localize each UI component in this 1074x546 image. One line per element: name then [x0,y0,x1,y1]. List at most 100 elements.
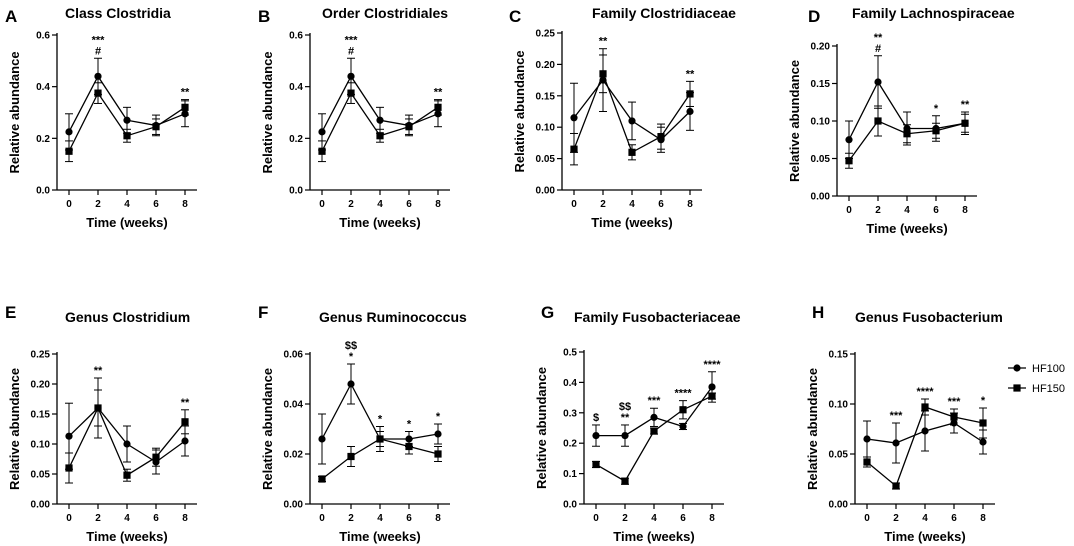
y-tick-label: 0.25 [536,29,556,40]
point-hf150 [599,70,607,78]
y-tick-label: 0.00 [536,186,556,197]
x-axis-title: Time (weeks) [339,529,420,544]
point-hf100 [318,128,326,136]
y-tick-label: 0.05 [811,154,831,165]
legend: HF100 HF150 [1008,363,1065,395]
point-hf150 [679,406,687,414]
x-tick-label: 6 [951,513,957,524]
y-tick-label: 0.00 [811,192,831,203]
significance-marker: ** [961,99,970,111]
panel-a: A Class Clostridia 0.0 0.2 0.4 0.6 0 2 4 6 8 Time (… [5,5,197,230]
point-hf100 [123,116,131,124]
panel-title: Class Clostridia [65,5,171,21]
panel-f: F Genus Ruminococcus 0.00 0.02 0.04 0.06 0 2 4 6 8… [258,303,467,544]
significance-marker: **** [674,388,692,400]
point-hf150 [932,127,940,135]
significance-marker: * [349,351,354,363]
x-tick-label: 2 [348,513,354,524]
significance-marker: $ [593,412,599,424]
panel-title: Family Lachnospiraceae [852,5,1015,21]
y-tick-label: 0.6 [36,31,50,42]
x-tick-label: 4 [124,513,130,524]
significance-marker: ** [686,68,695,80]
point-hf100 [65,128,73,136]
panel-g: G Family Fusobacteriaceae 0.0 0.1 0.2 0.3 0.4 0… [534,303,741,544]
point-hf150 [979,419,987,427]
x-tick-label: 6 [933,205,939,216]
x-tick-label: 6 [406,513,412,524]
panel-letter: E [5,303,16,322]
x-tick-label: 6 [153,513,159,524]
y-tick-label: 0.15 [536,91,556,102]
point-hf100 [679,422,687,431]
point-hf150 [961,119,969,127]
significance-marker: * [436,411,441,423]
x-tick-label: 8 [962,205,968,216]
significance-marker: * [934,103,939,115]
x-tick-label: 4 [377,199,383,210]
y-tick-label: 0.0 [563,500,577,511]
x-tick-label: 0 [319,199,325,210]
y-tick-label: 0.0 [289,186,303,197]
point-hf150 [152,123,160,131]
significance-marker: * [378,414,383,426]
point-hf150 [347,452,355,461]
point-hf150 [570,145,578,153]
x-tick-label: 8 [980,513,986,524]
x-tick-label: 6 [658,199,664,210]
point-hf100 [376,116,384,124]
point-hf150 [152,453,160,461]
point-hf150 [123,471,131,479]
point-hf100 [123,440,131,448]
point-hf150 [650,427,658,435]
x-tick-label: 0 [319,513,325,524]
x-tick-label: 2 [600,199,606,210]
panel-letter: G [541,303,554,322]
legend-marker-circle [1013,364,1021,372]
point-hf100 [94,72,102,80]
x-tick-label: 0 [66,513,72,524]
x-axis-title: Time (weeks) [86,215,167,230]
y-tick-label: 0.06 [284,350,304,361]
panel-letter: F [258,303,268,322]
x-tick-label: 6 [153,199,159,210]
point-hf150 [94,404,102,412]
significance-marker: # [348,45,354,57]
point-hf150 [845,157,853,165]
y-tick-label: 0.4 [289,82,303,93]
point-hf150 [628,148,636,156]
point-hf150 [434,103,442,111]
y-tick-label: 0.25 [31,350,51,361]
y-tick-label: 0.20 [811,42,831,53]
y-tick-label: 0.05 [829,450,849,461]
x-tick-label: 6 [406,199,412,210]
y-axis-title: Relative abundance [787,60,802,182]
point-hf100 [650,413,658,421]
point-hf150 [921,403,929,411]
panel-letter: C [509,7,521,26]
y-axis-title: Relative abundance [260,51,275,173]
y-tick-label: 0.15 [31,410,51,421]
x-tick-label: 4 [922,513,928,524]
y-tick-label: 0.10 [829,400,849,411]
point-hf150 [592,460,600,469]
significance-marker: $$ [619,401,631,413]
x-tick-label: 8 [687,199,693,210]
x-tick-label: 4 [904,205,910,216]
significance-marker: **** [703,359,721,371]
x-tick-label: 8 [182,513,188,524]
y-tick-label: 0.00 [31,500,51,511]
point-hf150 [347,89,355,97]
legend-label: HF150 [1032,383,1065,395]
significance-marker: ** [874,32,883,44]
x-axis-title: Time (weeks) [339,215,420,230]
legend-label: HF100 [1032,363,1065,375]
y-tick-label: 0.6 [289,31,303,42]
panel-letter: B [258,7,270,26]
significance-marker: ** [181,87,190,99]
x-tick-label: 8 [435,199,441,210]
point-hf150 [657,133,665,141]
point-hf150 [863,458,871,466]
y-tick-label: 0.10 [536,123,556,134]
